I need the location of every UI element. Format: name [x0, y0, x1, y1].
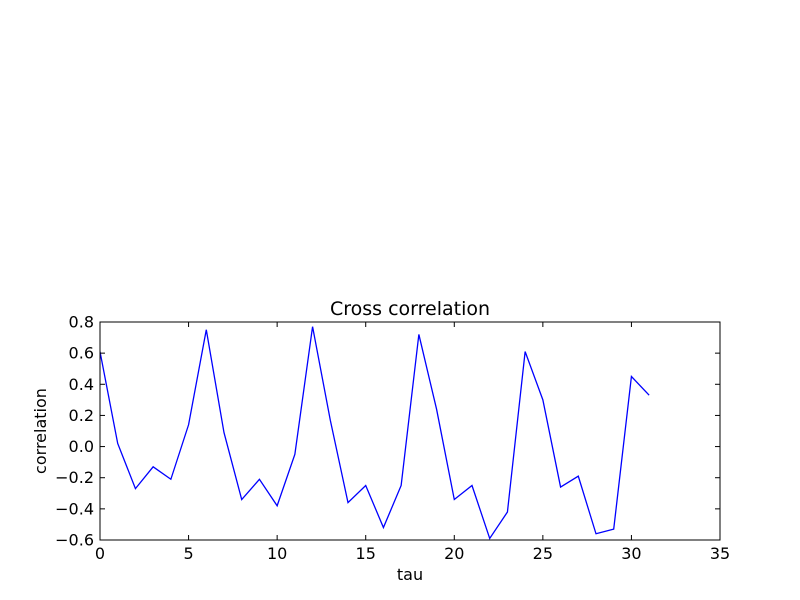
x-tick-label: 25: [533, 544, 553, 563]
axis-ticks: [99, 321, 721, 541]
x-tick-label: 35: [710, 544, 730, 563]
y-tick-label: −0.6: [55, 531, 94, 550]
y-tick-label: 0.2: [69, 406, 94, 425]
axes-frame: [99, 321, 721, 541]
x-tick-label: 20: [444, 544, 464, 563]
y-tick-label: 0.6: [69, 344, 94, 363]
chart-title: Cross correlation: [330, 298, 490, 320]
y-tick-label: 0.4: [69, 375, 94, 394]
tick-labels: 0 5 10 15 20 25 30 35 −0.6 −0.4 −0.2 0.0 0.2 0.4 0.6 0.…: [55, 313, 730, 564]
x-tick-label: 15: [356, 544, 376, 563]
x-tick-label: 30: [621, 544, 641, 563]
x-axis-title: tau: [397, 565, 423, 584]
y-tick-label: 0.0: [69, 437, 94, 456]
y-axis-title: correlation: [31, 388, 50, 474]
y-tick-label: −0.4: [55, 499, 94, 518]
y-tick-label: −0.2: [55, 468, 94, 487]
plot-area: [99, 321, 721, 541]
x-tick-label: 10: [267, 544, 287, 563]
y-tick-label: 0.8: [69, 313, 94, 332]
series-line-0: [100, 326, 650, 540]
x-tick-label: 0: [95, 544, 105, 563]
x-tick-label: 5: [183, 544, 193, 563]
